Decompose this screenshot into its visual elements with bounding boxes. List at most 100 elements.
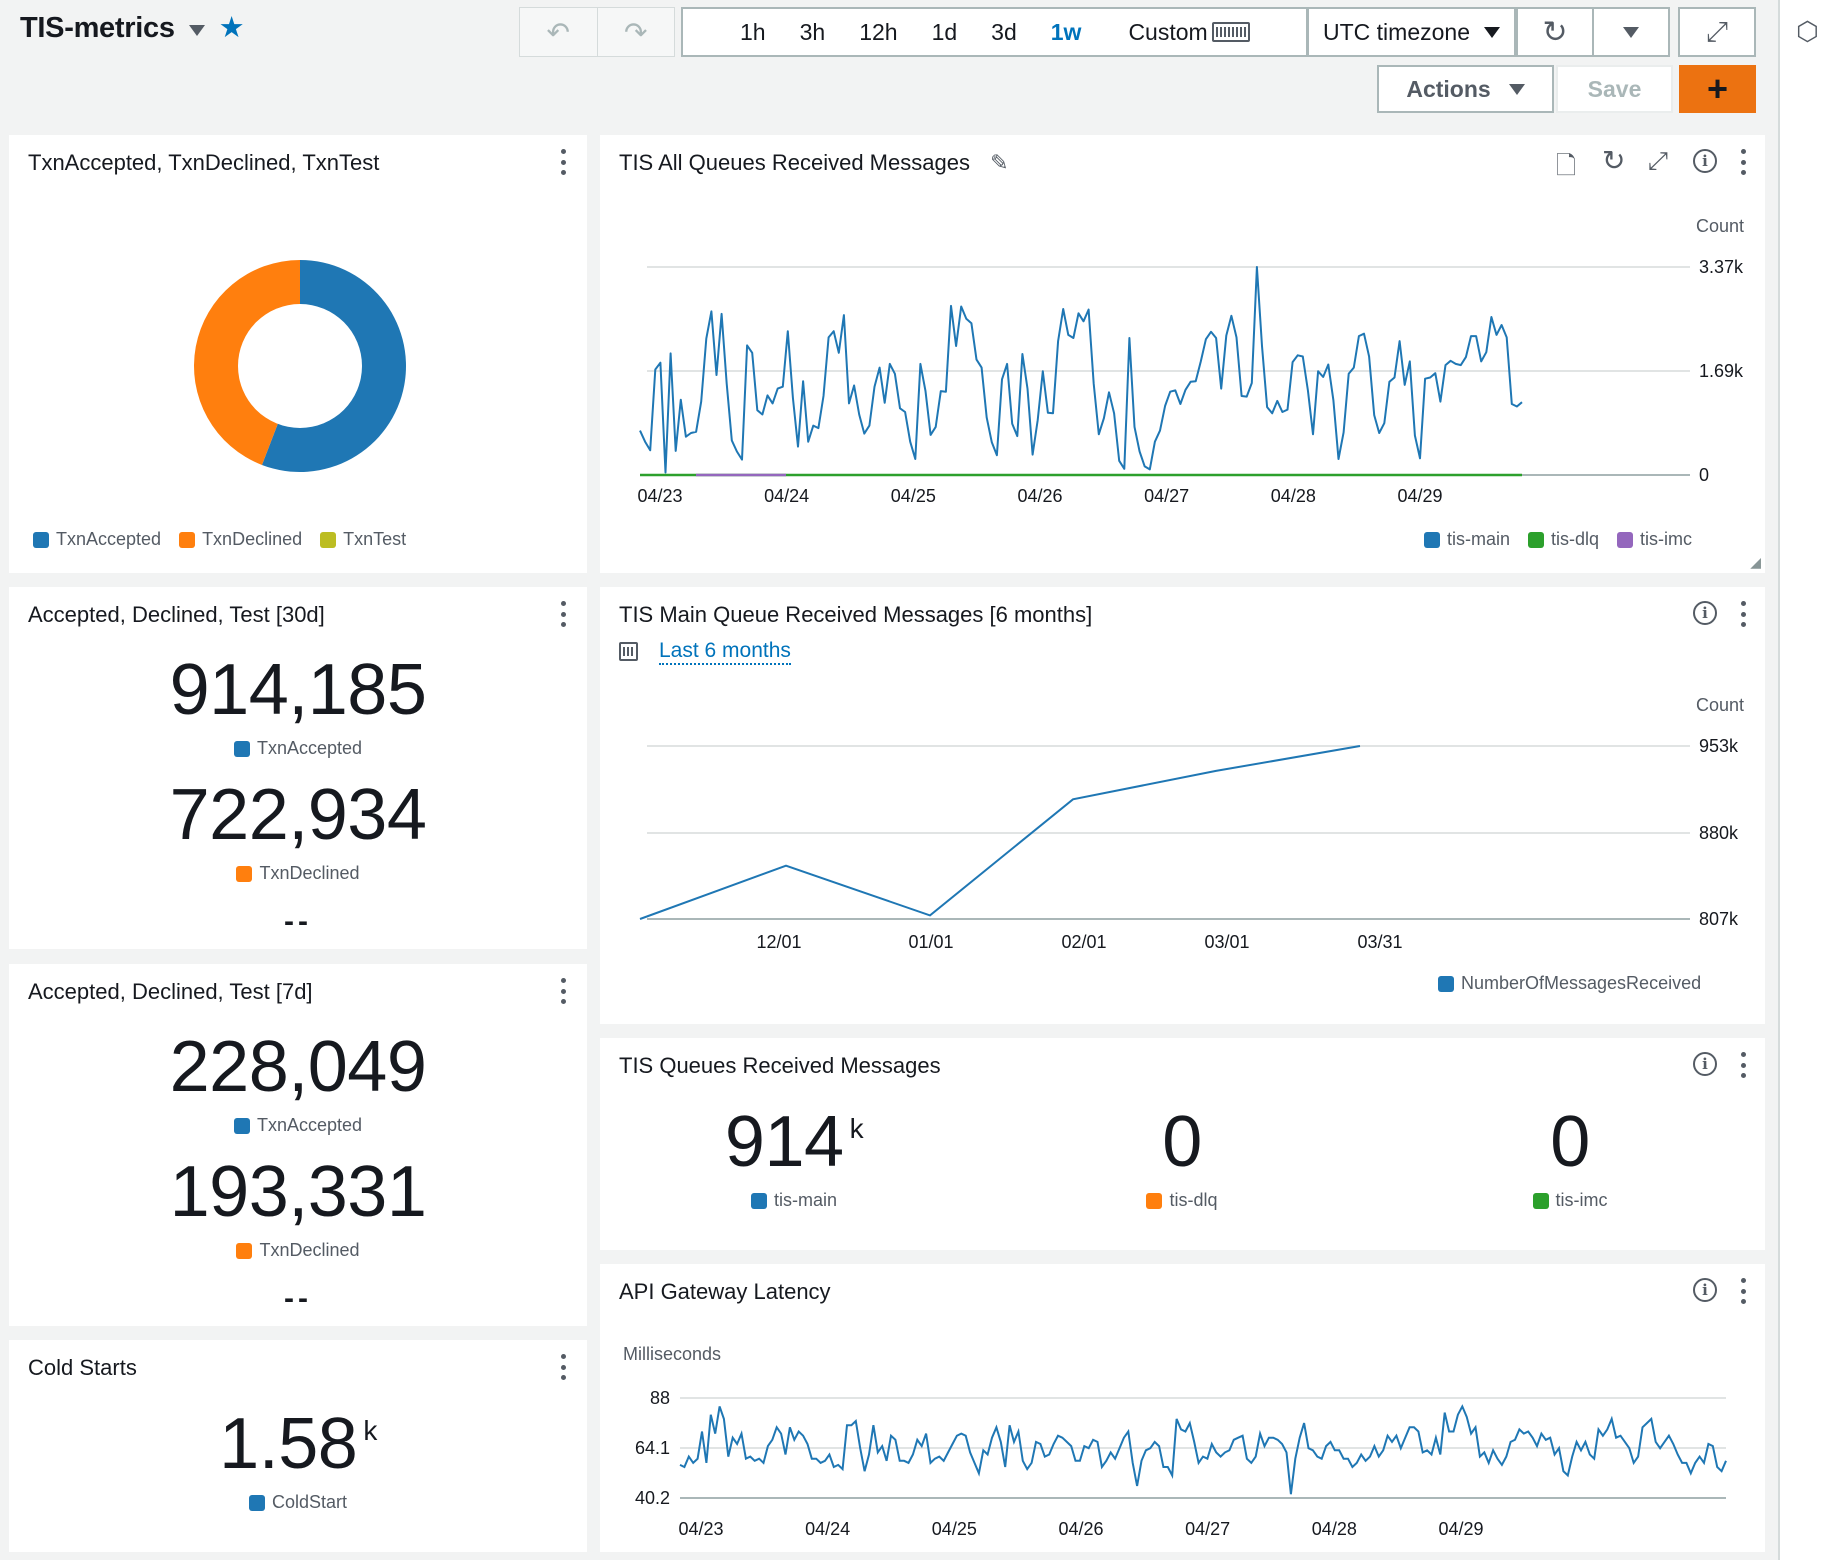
actions-dropdown[interactable]: Actions xyxy=(1377,65,1554,113)
right-side-rail: ⬡ xyxy=(1778,0,1832,1560)
resize-handle-icon[interactable]: ◢ xyxy=(1750,554,1761,570)
widget-title: TIS Main Queue Received Messages [6 mont… xyxy=(619,602,1093,627)
dashboard-switcher-caret-icon[interactable] xyxy=(188,25,205,36)
stat-label: TxnDeclined xyxy=(9,863,587,884)
series-line-numberofmessagesreceived[interactable] xyxy=(639,745,1361,920)
widget-title: Cold Starts xyxy=(28,1355,137,1380)
chevron-down-icon xyxy=(1623,26,1639,38)
legend-swatch xyxy=(33,531,49,548)
refresh-button[interactable]: ↻ xyxy=(1516,7,1594,57)
legend-item[interactable]: tis-main xyxy=(1424,529,1510,550)
series-line-tis-main[interactable] xyxy=(639,266,1523,474)
x-tick-label: 04/24 xyxy=(805,1519,850,1539)
legend-swatch xyxy=(179,531,196,548)
refresh-icon[interactable]: ↻ xyxy=(1602,145,1626,176)
legend-label: tis-imc xyxy=(1640,529,1693,549)
y-tick-label: 64.1 xyxy=(635,1438,670,1458)
donut-hole xyxy=(238,304,362,428)
x-tick-label: 04/29 xyxy=(1397,486,1442,506)
help-panel-icon[interactable]: ⬡ xyxy=(1796,16,1819,46)
y-axis-unit: Milliseconds xyxy=(623,1344,721,1364)
chevron-down-icon xyxy=(1484,26,1500,38)
widget-stat-7d: Accepted, Declined, Test [7d] 228,049 Tx… xyxy=(9,964,587,1326)
stat-label: TxnDeclined xyxy=(9,1240,587,1261)
legend-swatch xyxy=(1146,1192,1163,1209)
y-tick-label: 3.37k xyxy=(1699,257,1744,277)
range-1d[interactable]: 1d xyxy=(931,18,958,45)
x-tick-label: 04/26 xyxy=(1058,1519,1103,1539)
stat-label-text: tis-imc xyxy=(1555,1190,1608,1210)
stat-label-text: TxnDeclined xyxy=(259,1240,360,1260)
redo-icon[interactable]: ↷ xyxy=(596,8,675,56)
gridlines xyxy=(647,745,1690,920)
range-1h[interactable]: 1h xyxy=(740,18,766,45)
widget-menu-icon[interactable] xyxy=(1741,601,1747,627)
stat-label-text: tis-main xyxy=(773,1190,837,1210)
widget-menu-icon[interactable] xyxy=(1741,149,1747,175)
info-icon[interactable]: i xyxy=(1693,601,1717,625)
stat-value-empty: -- xyxy=(284,1282,312,1315)
widget-menu-icon[interactable] xyxy=(561,149,567,175)
widget-stat-30d: Accepted, Declined, Test [30d] 914,185 T… xyxy=(9,587,587,949)
x-tick-label: 04/29 xyxy=(1438,1519,1483,1539)
stat-unit: k xyxy=(363,1415,377,1446)
widget-menu-icon[interactable] xyxy=(1741,1052,1747,1078)
x-tick-label: 04/24 xyxy=(764,486,809,506)
legend-label: TxnTest xyxy=(343,529,407,549)
legend-item[interactable]: TxnAccepted xyxy=(33,529,161,550)
period-link[interactable]: Last 6 months xyxy=(659,639,791,665)
fullscreen-button[interactable]: ⤢ xyxy=(1678,7,1756,57)
legend-item[interactable]: tis-imc xyxy=(1617,529,1692,550)
info-icon[interactable]: i xyxy=(1693,1052,1717,1076)
add-widget-button[interactable]: + xyxy=(1679,65,1756,113)
x-tick-label: 04/27 xyxy=(1144,486,1189,506)
x-tick-label: 12/01 xyxy=(756,932,801,952)
widget-menu-icon[interactable] xyxy=(561,978,567,1004)
range-3h[interactable]: 3h xyxy=(799,18,826,45)
edit-pencil-icon[interactable]: ✎ xyxy=(990,150,1009,175)
legend-item[interactable]: TxnDeclined xyxy=(179,529,302,550)
x-tick-label: 04/26 xyxy=(1017,486,1062,506)
donut-chart xyxy=(193,260,406,472)
y-tick-label: 880k xyxy=(1699,823,1739,843)
range-1w[interactable]: 1w xyxy=(1050,18,1082,45)
legend-swatch xyxy=(1532,1192,1549,1209)
widget-menu-icon[interactable] xyxy=(561,1354,567,1380)
stat-label: ColdStart xyxy=(9,1492,587,1513)
widget-pie-txn: TxnAccepted, TxnDeclined, TxnTest TxnAcc… xyxy=(9,135,587,573)
series-line-latency[interactable] xyxy=(679,1404,1727,1495)
legend-swatch xyxy=(320,531,337,548)
legend-item[interactable]: NumberOfMessagesReceived xyxy=(1438,973,1701,994)
widget-all-queues: TIS All Queues Received Messages ✎ 🗋 ↻ ⤢… xyxy=(600,135,1765,573)
legend-swatch xyxy=(1438,975,1454,992)
legend-item[interactable]: TxnTest xyxy=(320,529,406,550)
stat-value: 914,185 xyxy=(169,650,427,730)
calendar-icon xyxy=(619,642,638,661)
x-tick-label: 03/01 xyxy=(1204,932,1249,952)
y-tick-label: 807k xyxy=(1699,909,1739,929)
expand-icon[interactable]: ⤢ xyxy=(1648,147,1669,175)
legend: tis-main tis-dlq tis-imc xyxy=(1424,529,1692,550)
undo-icon[interactable]: ↶ xyxy=(546,16,570,48)
favorite-star-icon[interactable]: ★ xyxy=(218,12,245,44)
custom-label: Custom xyxy=(1128,18,1208,45)
stat-unit: k xyxy=(849,1113,864,1144)
widget-menu-icon[interactable] xyxy=(561,601,567,627)
line-chart: Count 953k 880k 807k 12/01 01/01 02/01 03/0… xyxy=(639,695,1744,952)
stat-label-text: ColdStart xyxy=(271,1492,348,1512)
timezone-dropdown[interactable]: UTC timezone xyxy=(1307,7,1516,57)
range-custom[interactable]: Custom xyxy=(1098,19,1266,46)
widget-menu-icon[interactable] xyxy=(1741,1278,1747,1304)
widget-title: Accepted, Declined, Test [7d] xyxy=(28,979,313,1004)
info-icon[interactable]: i xyxy=(1693,149,1717,173)
dashboard-title: TIS-metrics xyxy=(20,12,175,44)
save-button[interactable]: Save xyxy=(1556,65,1673,113)
document-icon[interactable]: 🗋 xyxy=(1556,152,1577,180)
info-icon[interactable]: i xyxy=(1693,1278,1717,1302)
legend-item[interactable]: tis-dlq xyxy=(1528,529,1599,550)
range-12h[interactable]: 12h xyxy=(859,18,898,45)
gridlines xyxy=(647,266,1690,476)
stat-label-text: TxnAccepted xyxy=(256,738,363,758)
refresh-interval-dropdown[interactable] xyxy=(1592,7,1670,57)
range-3d[interactable]: 3d xyxy=(991,18,1017,45)
